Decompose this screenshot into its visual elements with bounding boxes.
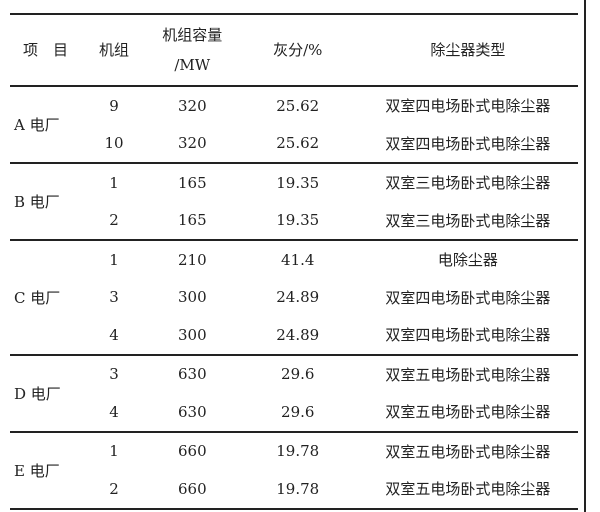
collector-type-cell: 双室五电场卧式电除尘器 (385, 365, 551, 384)
collector-type-cell: 双室五电场卧式电除尘器 (385, 442, 551, 461)
plant-name: C 电厂 (14, 288, 61, 307)
ash-cell: 29.6 (281, 402, 315, 421)
ash-cell: 19.35 (276, 173, 320, 192)
collector-type-cell: 双室四电场卧式电除尘器 (385, 288, 551, 307)
capacity-cell: 630 (177, 365, 207, 384)
table-row: D 电厂 3 630 29.6 双室五电场卧式电除尘器 (10, 355, 578, 402)
table-row: B 电厂 1 165 19.35 双室三电场卧式电除尘器 (10, 163, 578, 211)
capacity-cell: 660 (177, 442, 207, 461)
ash-cell: 19.35 (276, 211, 320, 230)
unit-cell: 9 (109, 96, 119, 115)
capacity-cell: 300 (177, 288, 207, 307)
unit-cell: 2 (109, 479, 119, 498)
ash-cell: 25.62 (276, 96, 320, 115)
capacity-cell: 630 (177, 402, 207, 421)
table-row: C 电厂 1 210 41.4 电除尘器 (10, 240, 578, 307)
ash-cell: 29.6 (281, 365, 315, 384)
table-row: A 电厂 9 320 25.62 双室四电场卧式电除尘器 (10, 86, 578, 134)
unit-cell: 3 (109, 365, 119, 384)
header-type: 除尘器类型 (430, 41, 506, 59)
header-capacity: 机组容量/MW (147, 14, 238, 86)
table-row: E 电厂 1 660 19.78 双室五电场卧式电除尘器 (10, 432, 578, 479)
collector-type-cell: 双室三电场卧式电除尘器 (385, 211, 551, 230)
ash-cell: 24.89 (276, 325, 320, 344)
ash-cell: 25.62 (276, 134, 320, 153)
unit-cell: 10 (104, 134, 124, 153)
collector-type-cell: 电除尘器 (437, 251, 498, 270)
plant-group: A 电厂 9 320 25.62 双室四电场卧式电除尘器 10 320 25.62 双室四电场卧… (10, 86, 578, 163)
collector-type-cell: 双室五电场卧式电除尘器 (385, 403, 551, 422)
unit-cell: 4 (109, 325, 119, 344)
header-row: 项 目 机组 机组容量/MW 灰分/% 除尘器类型 (10, 14, 578, 86)
collector-type-cell: 双室四电场卧式电除尘器 (385, 326, 551, 345)
table-row: 4 630 29.6 双室五电场卧式电除尘器 (10, 393, 578, 432)
header-capacity-line1: 机组容量 (162, 26, 223, 44)
plant-name: D 电厂 (14, 384, 61, 403)
collector-type-cell: 双室四电场卧式电除尘器 (385, 97, 551, 116)
capacity-cell: 165 (177, 173, 207, 192)
unit-cell: 1 (109, 442, 119, 461)
table-row: 4 300 24.89 双室四电场卧式电除尘器 (10, 316, 578, 355)
ash-cell: 41.4 (281, 250, 315, 269)
plant-name: A 电厂 (14, 116, 60, 134)
capacity-cell: 320 (177, 96, 207, 115)
table-row: 2 165 19.35 双室三电场卧式电除尘器 (10, 202, 578, 241)
plant-group: D 电厂 3 630 29.6 双室五电场卧式电除尘器 4 630 29.6 双室五电场卧式电除… (10, 355, 578, 432)
plant-name: E 电厂 (14, 461, 60, 480)
collector-type-cell: 双室三电场卧式电除尘器 (385, 174, 551, 193)
unit-cell: 2 (109, 211, 119, 230)
header-ash: 灰分/% (273, 41, 323, 59)
plant-group: C 电厂 1 210 41.4 电除尘器 3 300 24.89 双室四电场卧式电除尘器 4 300… (10, 240, 578, 355)
ash-cell: 24.89 (276, 288, 320, 307)
capacity-cell: 660 (177, 479, 207, 498)
unit-cell: 3 (109, 288, 119, 307)
right-border-line (584, 0, 586, 512)
table-row: 10 320 25.62 双室四电场卧式电除尘器 (10, 125, 578, 164)
unit-cell: 1 (109, 250, 119, 269)
power-plant-table: 项 目 机组 机组容量/MW 灰分/% 除尘器类型 A 电厂 9 320 25.62 双… (10, 13, 578, 510)
header-item: 项 目 (23, 41, 69, 59)
unit-cell: 1 (109, 173, 119, 192)
capacity-cell: 210 (177, 250, 207, 269)
header-unit: 机组 (98, 41, 129, 59)
unit-cell: 4 (109, 402, 119, 421)
plant-name: B 电厂 (14, 193, 60, 211)
collector-type-cell: 双室四电场卧式电除尘器 (385, 134, 551, 153)
capacity-cell: 165 (177, 211, 207, 230)
collector-type-cell: 双室五电场卧式电除尘器 (385, 480, 551, 499)
table-row: 2 660 19.78 双室五电场卧式电除尘器 (10, 470, 578, 509)
plant-group: E 电厂 1 660 19.78 双室五电场卧式电除尘器 2 660 19.78 双室五电场卧式… (10, 432, 578, 509)
table-row: 3 300 24.89 双室四电场卧式电除尘器 (10, 279, 578, 317)
header-capacity-line2: /MW (174, 56, 211, 74)
ash-cell: 19.78 (276, 442, 320, 461)
capacity-cell: 320 (177, 134, 207, 153)
capacity-cell: 300 (177, 325, 207, 344)
plant-group: B 电厂 1 165 19.35 双室三电场卧式电除尘器 2 165 19.35 双室三电场卧式… (10, 163, 578, 240)
ash-cell: 19.78 (276, 479, 320, 498)
